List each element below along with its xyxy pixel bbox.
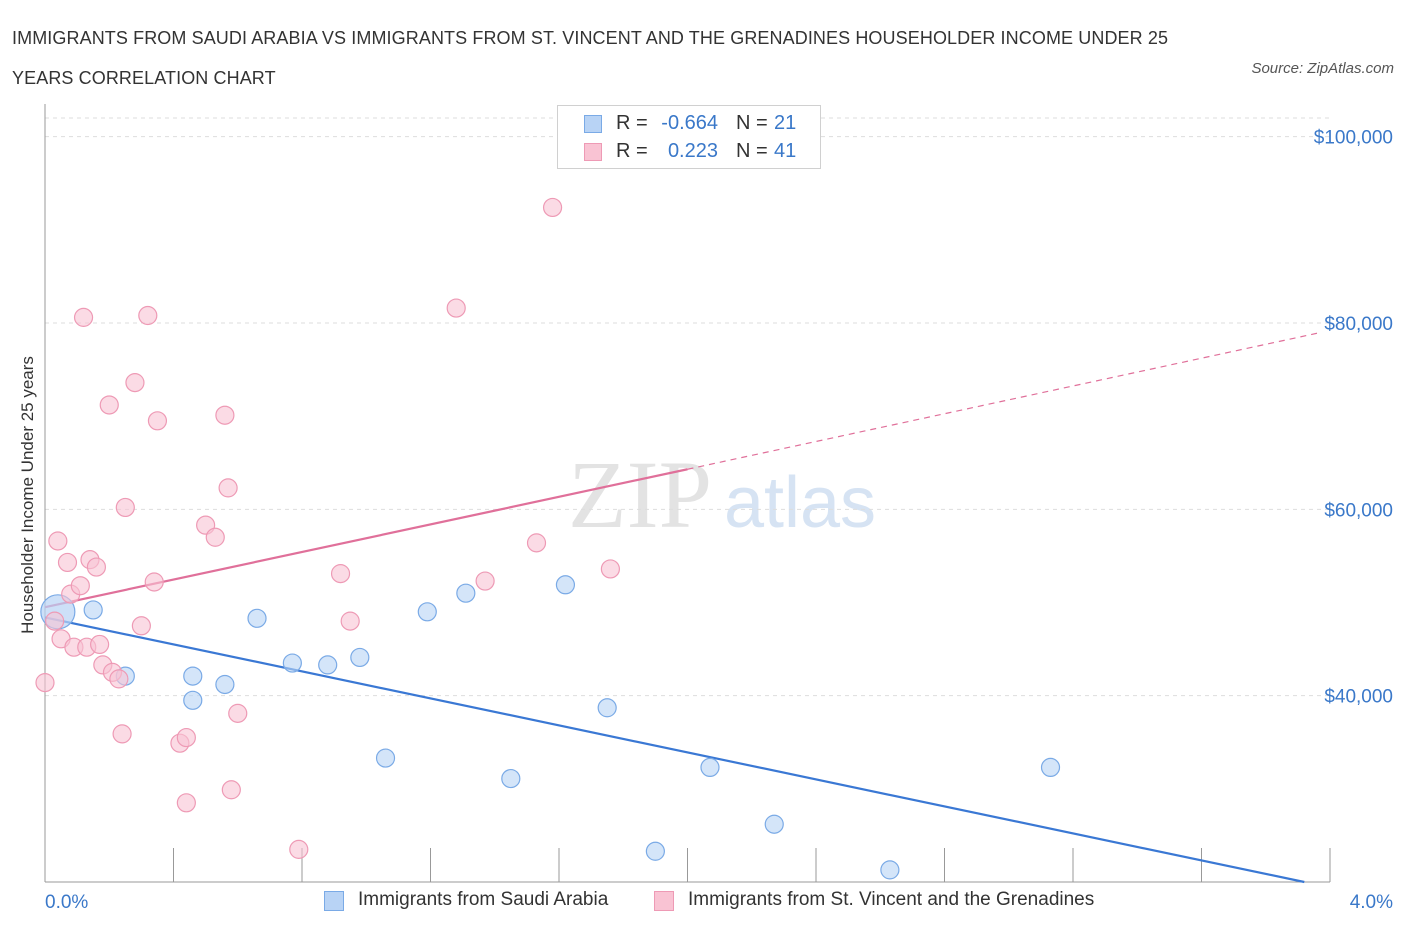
point-saudi-arabia xyxy=(555,575,576,595)
point-saudi-arabia xyxy=(247,608,267,628)
n-label: N = xyxy=(736,112,768,134)
legend-swatch-blue xyxy=(324,891,344,911)
source-note: Source: ZipAtlas.com xyxy=(1251,60,1394,77)
legend-row-svg: R = 0.223 N = 41 xyxy=(558,139,820,165)
chart-title: IMMIGRANTS FROM SAUDI ARABIA VS IMMIGRAN… xyxy=(12,28,1169,88)
r-label: R = xyxy=(616,112,648,134)
point-st-vincent xyxy=(176,727,196,748)
y-tick-label: $60,000 xyxy=(1324,500,1393,521)
watermark-zip: ZIP xyxy=(568,441,712,548)
x-tick-label: 0.0% xyxy=(45,892,88,913)
point-st-vincent xyxy=(73,307,94,327)
point-saudi-arabia xyxy=(456,583,476,603)
point-st-vincent xyxy=(215,405,235,425)
axes xyxy=(44,104,1331,883)
point-saudi-arabia xyxy=(183,690,203,710)
point-saudi-arabia xyxy=(764,814,784,834)
point-st-vincent xyxy=(526,533,547,553)
point-st-vincent xyxy=(115,497,135,518)
point-st-vincent xyxy=(125,373,145,393)
point-saudi-arabia xyxy=(417,602,437,622)
r-value: 0.223 xyxy=(667,140,718,162)
point-saudi-arabia xyxy=(700,757,720,778)
trend-lines xyxy=(44,332,1318,884)
point-st-vincent xyxy=(218,478,238,498)
point-st-vincent xyxy=(45,611,65,631)
point-saudi-arabia xyxy=(645,841,665,861)
point-saudi-arabia xyxy=(183,666,203,686)
point-saudi-arabia xyxy=(597,698,617,718)
point-saudi-arabia xyxy=(375,748,396,768)
point-saudi-arabia xyxy=(350,647,370,668)
point-st-vincent xyxy=(70,576,90,596)
point-st-vincent xyxy=(131,616,151,636)
point-st-vincent xyxy=(600,559,621,579)
point-st-vincent xyxy=(35,673,55,693)
n-label: N = xyxy=(736,140,768,162)
point-st-vincent xyxy=(57,552,78,573)
point-saudi-arabia xyxy=(215,674,235,695)
point-saudi-arabia xyxy=(1040,757,1061,778)
legend-swatch-pink xyxy=(654,891,674,911)
point-st-vincent xyxy=(99,395,119,415)
watermark-atlas: atlas xyxy=(724,463,876,543)
n-value: 41 xyxy=(774,140,797,162)
legend-row-saudi: R = -0.664 N = 21 xyxy=(558,111,820,137)
point-st-vincent xyxy=(112,724,132,744)
legend-label-saudi: Immigrants from Saudi Arabia xyxy=(358,889,609,910)
grid-lines xyxy=(45,117,1330,697)
point-st-vincent xyxy=(221,780,241,800)
point-st-vincent xyxy=(48,531,68,551)
data-points xyxy=(35,197,1061,880)
r-value: -0.664 xyxy=(661,112,718,134)
point-st-vincent xyxy=(475,571,495,591)
point-st-vincent xyxy=(138,305,158,326)
point-saudi-arabia xyxy=(83,600,103,620)
point-st-vincent xyxy=(330,564,351,584)
legend-swatch-pink xyxy=(584,143,602,161)
point-st-vincent xyxy=(289,839,309,859)
point-saudi-arabia xyxy=(501,768,521,789)
point-st-vincent xyxy=(109,669,129,689)
point-st-vincent xyxy=(205,527,225,547)
point-st-vincent xyxy=(176,793,196,813)
point-saudi-arabia xyxy=(880,860,900,880)
point-st-vincent xyxy=(86,557,107,577)
point-st-vincent xyxy=(228,703,248,723)
x-tick-label: 4.0% xyxy=(1350,892,1393,913)
trend-extension-st-vincent xyxy=(687,332,1318,470)
point-st-vincent xyxy=(542,197,563,218)
n-value: 21 xyxy=(774,112,797,134)
point-st-vincent xyxy=(446,298,466,318)
correlation-legend: R = -0.664 N = 21 R = 0.223 N = 41 xyxy=(557,105,821,169)
point-st-vincent xyxy=(90,634,110,655)
y-tick-label: $40,000 xyxy=(1324,687,1393,708)
y-tick-label: $100,000 xyxy=(1314,128,1393,149)
point-st-vincent xyxy=(144,572,164,592)
point-st-vincent xyxy=(147,411,168,431)
r-label: R = xyxy=(616,140,648,162)
trend-line-saudi-arabia xyxy=(44,616,1305,884)
tick-labels: $40,000 $60,000 $80,000 $100,000 0.0% 4.0% xyxy=(45,128,1393,913)
point-saudi-arabia xyxy=(318,655,338,675)
y-tick-label: $80,000 xyxy=(1324,314,1393,335)
point-saudi-arabia xyxy=(282,653,302,673)
point-st-vincent xyxy=(340,611,360,631)
legend-label-svg: Immigrants from St. Vincent and the Gren… xyxy=(688,889,1095,910)
legend-swatch-blue xyxy=(584,115,602,133)
